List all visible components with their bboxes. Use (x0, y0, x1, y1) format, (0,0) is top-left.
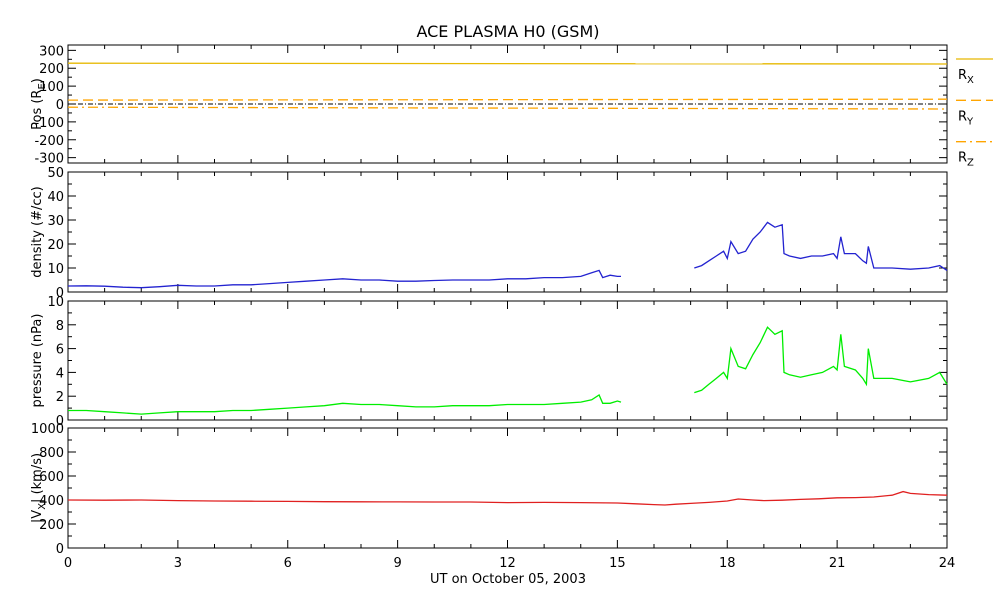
y-tick-label: 300 (39, 44, 64, 59)
chart-title: ACE PLASMA H0 (GSM) (416, 22, 599, 41)
y-tick-label: 30 (47, 214, 64, 229)
series-line-vx (67, 490, 948, 506)
y-tick-label: 2 (56, 390, 64, 405)
panel-pos: 300 200 100 0 -100 -200 -300 Pos (RE) RX RY RZ (30, 44, 993, 169)
y-tick-label: 40 (47, 190, 64, 205)
y-tick-label: 8 (56, 319, 64, 334)
y-tick-label: 800 (39, 446, 64, 461)
x-tick-label: 6 (284, 556, 292, 571)
series-line-density (67, 221, 948, 289)
series-line-pos (67, 106, 948, 110)
series-line-pos (67, 98, 948, 101)
series-line-pressure (68, 326, 948, 415)
x-tick-label: 18 (719, 556, 736, 571)
panel-pressure: 10 8 6 4 2 0 pressure (nPa) (30, 295, 948, 429)
y-tick-label: 400 (39, 494, 64, 509)
panel-frame (67, 427, 948, 549)
y-tick-label: 50 (47, 166, 64, 181)
y-tick-label: 1000 (31, 422, 64, 437)
panel-density: 50 40 30 20 10 0 density (#/cc) (30, 166, 948, 301)
y-tick-label: 20 (47, 238, 64, 253)
x-tick-label: 12 (499, 556, 516, 571)
y-tick-label: 0 (56, 98, 64, 113)
legend-label: RZ (958, 151, 974, 169)
y-tick-label: -100 (34, 116, 64, 131)
series-line-pos (67, 62, 948, 65)
y-tick-label: 0 (56, 414, 64, 429)
x-tick-label: 24 (939, 556, 956, 571)
x-tick-label: 21 (829, 556, 846, 571)
panel-vx: 0 3 6 9 12 15 18 21 24 1000 800 600 400 200 0 |VX| (km/… (30, 422, 955, 571)
y-axis-label: Pos (RE) (30, 78, 48, 130)
y-tick-label: 200 (39, 518, 64, 533)
panel-frame (67, 300, 948, 421)
y-axis-label: density (#/cc) (30, 186, 45, 278)
y-tick-label: 600 (39, 470, 64, 485)
y-tick-label: 10 (47, 262, 64, 277)
y-axis-label: |VX| (km/s) (30, 453, 48, 523)
y-tick-label: 200 (39, 62, 64, 77)
y-tick-label: 100 (39, 80, 64, 95)
x-tick-label: 9 (393, 556, 401, 571)
panel-frame (67, 171, 948, 293)
y-axis-label: pressure (nPa) (30, 314, 45, 408)
x-tick-label: 15 (609, 556, 626, 571)
x-tick-label: 3 (174, 556, 182, 571)
y-tick-label: 0 (56, 542, 64, 557)
y-tick-label: 6 (56, 343, 64, 358)
y-tick-label: -200 (34, 134, 64, 149)
y-tick-label: 0 (56, 286, 64, 301)
y-tick-label: -300 (34, 152, 64, 167)
y-tick-label: 10 (47, 295, 64, 310)
x-tick-label: 0 (64, 556, 72, 571)
y-tick-label: 4 (56, 366, 64, 381)
x-axis-label: UT on October 05, 2003 (430, 572, 586, 587)
legend-label: RX (958, 68, 974, 86)
legend-label: RY (958, 109, 974, 127)
